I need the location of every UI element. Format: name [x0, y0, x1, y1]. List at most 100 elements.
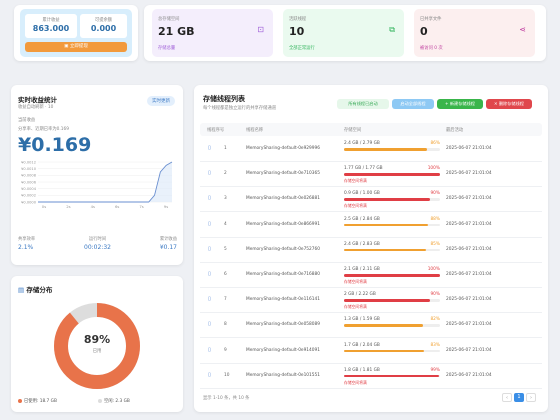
storage-bar-fill	[344, 299, 431, 302]
donut-used-arc	[54, 303, 140, 389]
storage-bar-track	[344, 349, 440, 353]
thread-number: 1	[224, 146, 227, 151]
storage-warning: 存储空间将满	[344, 379, 367, 385]
trash-icon[interactable]: ▯	[208, 145, 211, 151]
trash-icon[interactable]: ▯	[208, 321, 211, 328]
table-row[interactable]: ▯ 3 MemorySharing-default-0e026881 0.9 GB /…	[200, 187, 542, 213]
current-amount: ¥0.169	[18, 134, 92, 156]
trash-icon[interactable]: ▯	[208, 296, 211, 303]
x-tick-label: 0s	[42, 204, 46, 209]
last-active: 2025-06-07 21:01:04	[446, 146, 492, 151]
stat-value: 21 GB	[158, 25, 195, 38]
trash-icon[interactable]: ▯	[208, 195, 211, 202]
thread-name: MemorySharing-default-0e058089	[246, 322, 320, 328]
thread-name: MemorySharing-default-0e716880	[246, 272, 320, 277]
threads-title: 存储线程列表	[203, 95, 245, 103]
storage-percent: 90%	[430, 191, 440, 197]
legend-swatch	[18, 398, 22, 403]
y-tick-label: ¥0.0004	[21, 187, 37, 191]
trash-icon[interactable]: ▯	[208, 346, 211, 353]
storage-bar-fill	[344, 198, 431, 201]
stats-card: 总存储空间 21 GB ⊡ 存储总量 活跃线程 10 ⧉ 全部正常运行 已共享文件 0 ⋖ 被访问 0…	[144, 5, 546, 61]
table-row[interactable]: ▯ 1 MemorySharing-default-0e929996 2.4 GB /…	[200, 137, 542, 162]
storage-text: 2.4 GB / 2.79 GB	[344, 141, 380, 146]
last-active: 2025-06-07 21:01:04	[446, 221, 492, 227]
trash-icon[interactable]: ▯	[208, 371, 211, 378]
table-row[interactable]: ▯ 5 MemorySharing-default-0e752760 2.4 GB /…	[200, 238, 542, 263]
storage-percent: 86%	[430, 141, 440, 146]
action-button[interactable]: ✕ 删除存储线程	[486, 99, 532, 109]
next-page-button[interactable]: ›	[526, 393, 536, 402]
column-header: 线程序号	[207, 128, 225, 133]
metric: 共享效率 2.1%	[18, 236, 71, 251]
legend-item: 空闲: 2.3 GB	[98, 398, 130, 404]
threads-subtitle: 每个线程都是独立运行的共享存储通道	[203, 106, 277, 111]
storage-percent: 85%	[430, 241, 440, 247]
today-value: 863.000	[32, 24, 70, 33]
metric-label: 累计收益	[159, 237, 177, 242]
storage-text: 2 GB / 2.22 GB	[344, 292, 376, 298]
storage-text: 1.7 GB / 2.04 GB	[344, 342, 380, 348]
trash-icon[interactable]: ▯	[208, 271, 211, 277]
legend-swatch	[98, 398, 102, 403]
available-label: 可提余额	[94, 18, 113, 23]
table-row[interactable]: ▯ 9 MemorySharing-default-0e914091 1.7 GB /…	[200, 339, 542, 364]
storage-percent: 100%	[427, 267, 440, 272]
withdraw-button[interactable]: ▣ 立即提现	[25, 42, 127, 52]
trash-icon[interactable]: ▯	[208, 245, 211, 252]
metric-value: ¥0.17	[159, 244, 177, 251]
thread-name: MemorySharing-default-0e101551	[246, 372, 320, 378]
realtime-badge[interactable]: 实时更新	[147, 96, 175, 106]
prev-page-button[interactable]: ‹	[502, 393, 512, 402]
y-tick-label: ¥0.0012	[21, 160, 36, 164]
stat-sub: 被访问 0 次	[420, 45, 443, 51]
donut-percent: 89%	[83, 333, 111, 346]
table-row[interactable]: ▯ 2 MemorySharing-default-0e710365 1.77 GB …	[200, 162, 542, 188]
available-value: 0.000	[90, 24, 117, 33]
column-header: 线程名称	[246, 128, 264, 133]
table-row[interactable]: ▯ 8 MemorySharing-default-0e058089 1.3 GB /…	[200, 313, 542, 339]
storage-text: 1.77 GB / 1.77 GB	[344, 166, 383, 172]
thread-name: MemorySharing-default-0e710365	[246, 171, 320, 177]
archive-icon: ⊡	[257, 25, 264, 34]
table-row[interactable]: ▯ 10 MemorySharing-default-0e101551 1.8 GB …	[200, 364, 542, 389]
last-active: 2025-06-07 21:01:04	[446, 347, 492, 353]
thread-number: 7	[224, 297, 227, 303]
storage-text: 2.5 GB / 2.84 GB	[344, 216, 380, 222]
thread-number: 2	[224, 171, 227, 177]
column-header: 存储空间	[344, 128, 362, 133]
page-button[interactable]: 1	[514, 393, 524, 402]
action-button[interactable]: 所有线程已启动	[337, 99, 389, 109]
trash-icon[interactable]: ▯	[208, 220, 211, 227]
series-area	[38, 162, 172, 202]
stat-sub: 存储总量	[158, 45, 175, 51]
storage-bar-track	[344, 148, 440, 151]
table-row[interactable]: ▯ 7 MemorySharing-default-0e116141 2 GB / 2…	[200, 288, 542, 314]
realtime-card: 实时收益统计 收益自动刷新 · 10 实时更新 当前收益 分享率、近期已率为0.…	[11, 85, 183, 265]
database-icon: ▤	[18, 286, 25, 294]
action-button[interactable]: + 新建存储线程	[437, 99, 483, 109]
storage-percent: 99%	[430, 367, 440, 373]
action-button[interactable]: 启动全部线程	[392, 99, 434, 109]
storage-percent: 82%	[430, 317, 440, 323]
trash-icon[interactable]: ▯	[208, 170, 211, 177]
y-tick-label: ¥0.0000	[21, 200, 37, 204]
thread-number: 4	[224, 221, 227, 227]
today-box: 累计收益 863.000	[25, 14, 77, 38]
stat-sub-text: 被访问 0 次	[420, 46, 443, 51]
table-row[interactable]: ▯ 6 MemorySharing-default-0e716880 2.1 GB /…	[200, 263, 542, 288]
storage-percent: 100%	[427, 166, 440, 172]
distribution-title: 存储分布	[26, 286, 53, 294]
table-row[interactable]: ▯ 4 MemorySharing-default-0e866991 2.5 GB /…	[200, 213, 542, 238]
stat-label: 总存储空间	[158, 17, 180, 22]
stat-value: 10	[289, 25, 305, 38]
metric: 累计收益 ¥0.17	[124, 236, 177, 251]
header-band	[200, 123, 542, 136]
storage-text: 0.9 GB / 1.00 GB	[344, 191, 380, 197]
storage-warning: 存储空间将满	[344, 203, 367, 209]
thread-name: MemorySharing-default-0e914091	[246, 347, 320, 353]
storage-bar-fill	[344, 248, 426, 252]
storage-bar-track	[344, 198, 440, 201]
copy-icon: ⧉	[389, 25, 395, 34]
storage-warning: 存储空间将满	[344, 279, 367, 284]
